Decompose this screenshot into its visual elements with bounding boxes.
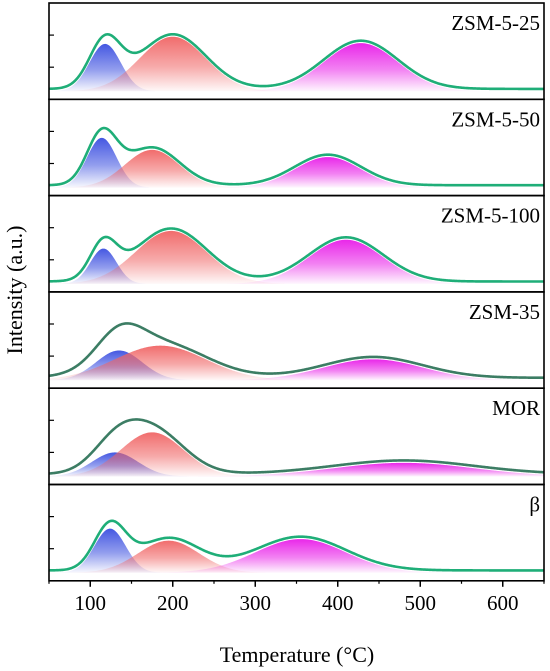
envelope-curve-β [49,519,544,572]
x-axis-label: Temperature (°C) [220,642,374,667]
peak-high-temp-mor [179,462,544,477]
chart-panels: ZSM-5-25 ZSM-5-50 ZSM-5-100 ZSM-35 MOR β [48,2,545,582]
peak-mid-temp-β [70,540,267,573]
panel-zsm-5-100: ZSM-5-100 [48,194,545,293]
x-tick-label: 400 [322,591,354,615]
panel-label: ZSM-5-25 [451,11,540,35]
panel-zsm-5-50: ZSM-5-50 [48,98,545,197]
x-tick-label: 300 [240,591,272,615]
envelope-curve-zsm-35 [49,322,544,380]
peak-high-temp-zsm-5-50 [222,157,434,188]
x-tick-label: 600 [487,591,519,615]
panel-label: ZSM-5-50 [451,107,540,131]
envelope-curve-zsm-5-50 [49,126,544,187]
x-tick-label: 500 [405,591,437,615]
peak-mid-temp-zsm-5-25 [67,36,279,92]
envelope-curve-zsm-5-100 [49,227,544,283]
panel-label: ZSM-5-100 [441,204,540,228]
panel-label: MOR [492,396,540,420]
peak-high-temp-β [155,539,446,573]
x-axis: 100 200 300 400 500 600 [48,580,545,615]
panel-zsm-5-25: ZSM-5-25 [48,2,545,101]
peak-high-temp-zsm-35 [214,359,532,381]
panel-β: β [48,483,545,582]
panel-label: β [529,493,540,517]
peak-mid-temp-mor [51,432,253,477]
envelope-curve-mor [49,418,544,475]
x-tick-label: 200 [157,591,189,615]
peak-high-temp-zsm-5-25 [242,43,480,92]
x-tick-label: 100 [75,591,107,615]
envelope-curve-zsm-5-25 [49,32,544,91]
peak-high-temp-zsm-5-100 [227,239,465,284]
panel-mor: MOR [48,387,545,486]
peak-mid-temp-zsm-35 [49,345,306,381]
peak-mid-temp-zsm-5-100 [57,230,285,284]
y-axis-label: Intensity (a.u.) [2,226,27,355]
peak-mid-temp-zsm-5-50 [65,149,240,188]
panel-zsm-35: ZSM-35 [48,291,545,389]
panel-label: ZSM-35 [469,300,540,324]
